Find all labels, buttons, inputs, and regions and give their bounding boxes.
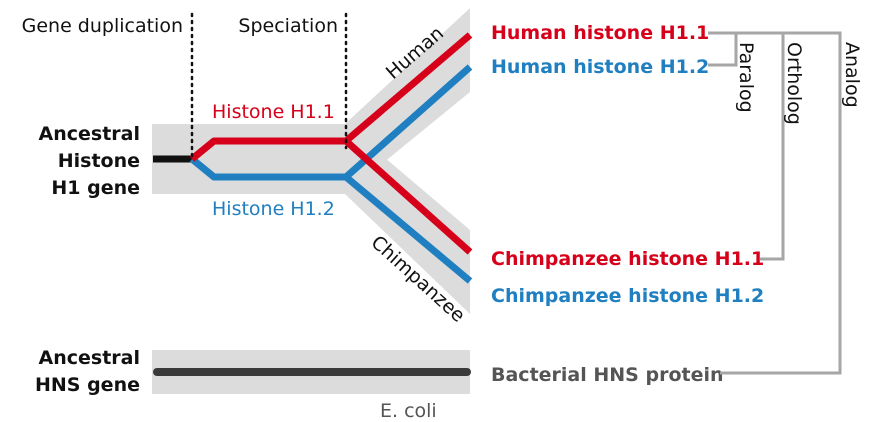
chimp-h11-gene-label: Chimpanzee histone H1.1 bbox=[491, 248, 764, 270]
histone-h11-branch-label: Histone H1.1 bbox=[212, 101, 335, 123]
ortholog-bracket bbox=[736, 31, 785, 261]
lineages bbox=[153, 32, 473, 376]
svg-text:Histone: Histone bbox=[58, 150, 140, 172]
human-h12-gene-label: Human histone H1.2 bbox=[491, 56, 709, 78]
svg-text:Ancestral: Ancestral bbox=[39, 347, 140, 369]
ancestral-hns-label: Ancestral HNS gene bbox=[35, 347, 140, 396]
h12-lineage-to-human bbox=[189, 64, 473, 181]
ortholog-label: Ortholog bbox=[783, 42, 805, 125]
analog-bracket bbox=[720, 31, 842, 375]
h12-lineage-to-chimp bbox=[343, 174, 473, 284]
svg-text:HNS gene: HNS gene bbox=[35, 374, 140, 396]
h11-lineage-to-human bbox=[343, 32, 473, 144]
relation-brackets bbox=[708, 31, 842, 375]
paralog-label: Paralog bbox=[735, 42, 757, 113]
ancestral-histone-label: Ancestral Histone H1 gene bbox=[39, 123, 140, 199]
svg-text:Ancestral: Ancestral bbox=[39, 123, 140, 145]
h11-lineage-to-chimp bbox=[189, 137, 473, 255]
chimp-h12-gene-label: Chimpanzee histone H1.2 bbox=[491, 285, 764, 307]
svg-text:H1 gene: H1 gene bbox=[51, 177, 140, 199]
analog-label: Analog bbox=[841, 42, 863, 108]
human-h11-gene-label: Human histone H1.1 bbox=[491, 22, 709, 44]
speciation-label: Speciation bbox=[238, 15, 338, 37]
bacterial-hns-label: Bacterial HNS protein bbox=[491, 364, 724, 386]
paralog-bracket bbox=[708, 31, 738, 67]
gene-duplication-label: Gene duplication bbox=[22, 15, 183, 37]
ecoli-label: E. coli bbox=[380, 400, 437, 422]
histone-h12-branch-label: Histone H1.2 bbox=[212, 198, 335, 220]
